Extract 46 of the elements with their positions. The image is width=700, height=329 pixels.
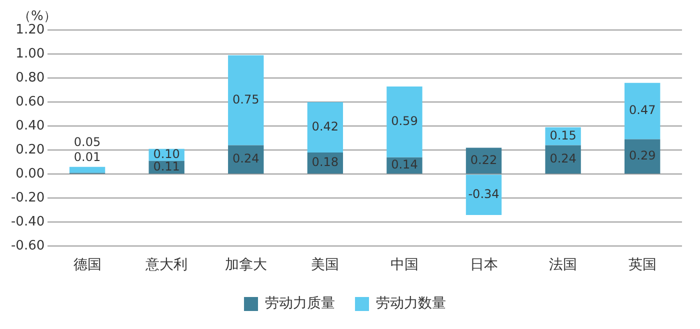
- y-tick-label: 1.20: [16, 22, 45, 38]
- x-tick-label: 中国: [390, 257, 418, 274]
- data-label: 0.22: [470, 152, 498, 167]
- data-label: 0.29: [628, 148, 656, 163]
- bar: [69, 166, 106, 173]
- y-tick-label: -0.60: [10, 238, 45, 254]
- data-label: 0.24: [232, 152, 260, 166]
- data-label: 0.75: [232, 92, 260, 106]
- y-tick-label: 0.60: [16, 94, 45, 110]
- data-label: 0.14: [391, 158, 418, 172]
- data-label: 0.10: [153, 147, 180, 162]
- x-tick-label: 法国: [549, 257, 578, 274]
- data-label: 0.59: [391, 114, 418, 128]
- bar: [624, 82, 660, 140]
- x-tick-label: 德国: [73, 257, 102, 274]
- bar: [624, 139, 660, 174]
- y-tick-label: 0.20: [16, 142, 45, 158]
- y-tick-label: 0.80: [16, 70, 45, 86]
- data-label: 0.01: [74, 150, 101, 164]
- data-label: 0.24: [550, 152, 576, 166]
- bar: [228, 55, 264, 146]
- y-tick-label: 1.00: [16, 46, 45, 62]
- x-tick-label: 日本: [470, 257, 498, 274]
- bar: [466, 148, 502, 174]
- x-tick-label: 美国: [311, 257, 340, 274]
- x-tick-label: 意大利: [144, 257, 188, 274]
- data-label: 0.47: [628, 103, 656, 118]
- y-tick-label: 0.00: [16, 166, 45, 182]
- legend-label: 劳动力质量: [265, 296, 335, 312]
- data-label: 0.05: [74, 135, 101, 150]
- y-axis-title: （%）: [18, 8, 56, 24]
- data-label: 0.11: [153, 159, 180, 174]
- bar: [386, 86, 422, 158]
- bar: [545, 145, 581, 174]
- data-label: -0.34: [468, 186, 500, 201]
- x-tick-label: 加拿大: [224, 257, 267, 274]
- bar: [466, 174, 502, 215]
- y-tick-label: -0.20: [10, 190, 45, 206]
- y-tick-label: 0.40: [16, 118, 45, 134]
- data-label: 0.18: [312, 155, 339, 170]
- x-tick-label: 英国: [628, 257, 656, 274]
- bar: [307, 102, 344, 153]
- data-label: 0.15: [550, 128, 576, 142]
- y-tick-label: -0.40: [10, 214, 45, 230]
- legend-label: 劳动力数量: [376, 296, 446, 312]
- data-label: 0.42: [312, 119, 339, 134]
